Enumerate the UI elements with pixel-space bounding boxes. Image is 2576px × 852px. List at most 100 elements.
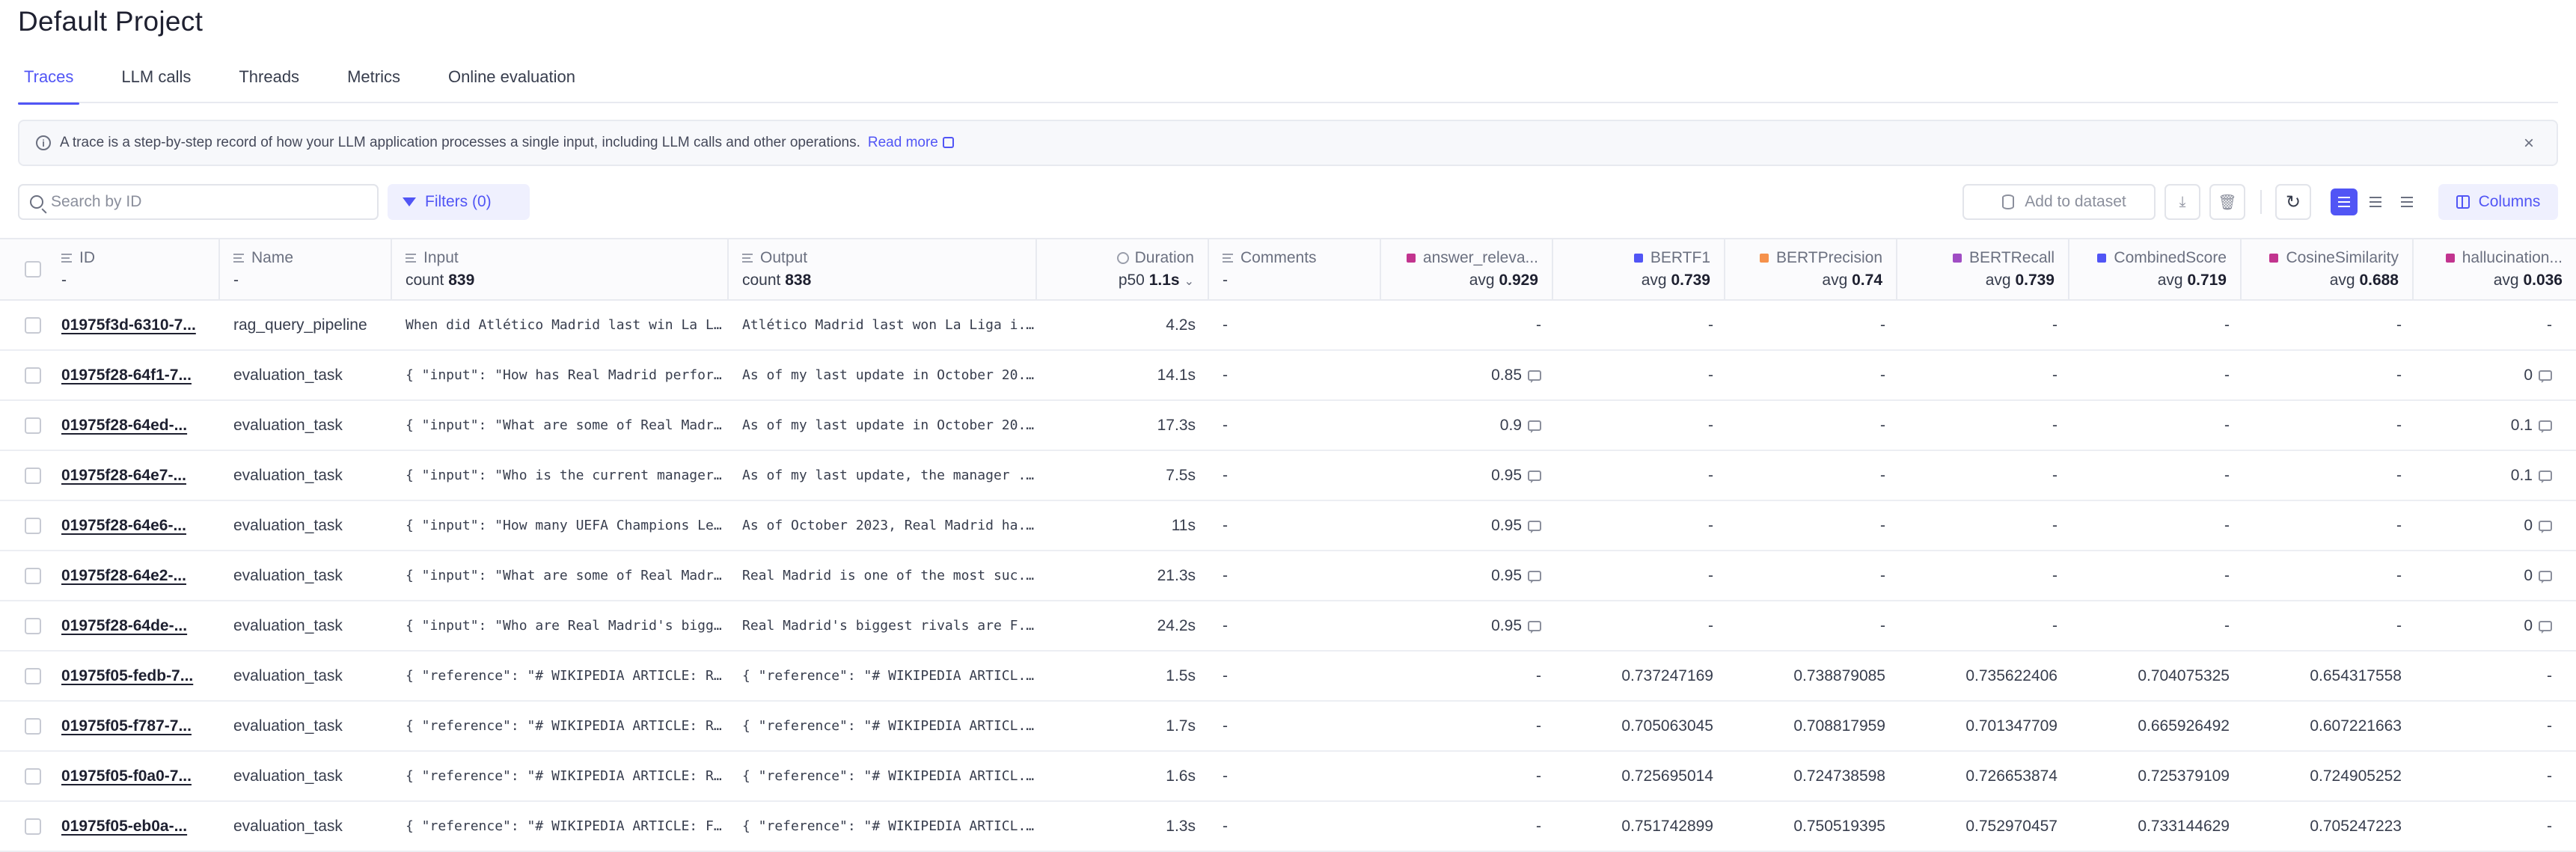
cell-input[interactable]: { "input": "What are some of Real Madr..… [392, 401, 729, 450]
density-medium-button[interactable] [2362, 189, 2389, 215]
cell-output[interactable]: { "reference": "# WIKIPEDIA ARTICL... [729, 652, 1037, 700]
cell-output[interactable]: { "reference": "# WIKIPEDIA ARTICL... [729, 802, 1037, 851]
row-checkbox[interactable] [25, 316, 41, 334]
trace-id-link[interactable]: 01975f05-eb0a-... [61, 817, 188, 835]
feedback-comment-icon[interactable] [1528, 620, 1541, 634]
cell-output[interactable]: Atlético Madrid last won La Liga i... [729, 301, 1037, 349]
header-metric[interactable]: BERTF1 avg 0.739 [1553, 239, 1725, 299]
cell-output[interactable]: { "reference": "# WIKIPEDIA ARTICL... [729, 752, 1037, 800]
row-checkbox[interactable] [25, 818, 41, 835]
header-comments[interactable]: Comments - [1209, 239, 1381, 299]
table-row[interactable]: 01975f05-f787-7... evaluation_task { "refe… [0, 702, 2576, 752]
cell-input[interactable]: { "reference": "# WIKIPEDIA ARTICLE: R..… [392, 702, 729, 750]
header-metric[interactable]: answer_releva... avg 0.929 [1381, 239, 1553, 299]
tab-threads[interactable]: Threads [239, 67, 300, 86]
search-input[interactable]: Search by ID [18, 184, 379, 220]
cell-input[interactable]: When did Atlético Madrid last win La L..… [392, 301, 729, 349]
header-metric[interactable]: CombinedScore avg 0.719 [2069, 239, 2242, 299]
feedback-comment-icon[interactable] [2539, 470, 2552, 483]
header-input[interactable]: Input count 839 [392, 239, 729, 299]
feedback-comment-icon[interactable] [2539, 520, 2552, 533]
tab-llm-calls[interactable]: LLM calls [121, 67, 192, 86]
density-large-button[interactable] [2393, 189, 2420, 215]
cell-output[interactable]: As of my last update, the manager ... [729, 451, 1037, 500]
tab-online-evaluation[interactable]: Online evaluation [447, 67, 575, 86]
table-row[interactable]: 01975f05-fedb-7... evaluation_task { "refe… [0, 652, 2576, 702]
trace-id-link[interactable]: 01975f28-64e7-... [61, 466, 186, 484]
trace-id-link[interactable]: 01975f05-fedb-7... [61, 666, 194, 684]
cell-input[interactable]: { "reference": "# WIKIPEDIA ARTICLE: R..… [392, 652, 729, 700]
add-to-dataset-button[interactable]: Add to dataset [1962, 184, 2156, 220]
feedback-comment-icon[interactable] [2539, 570, 2552, 583]
density-compact-button[interactable] [2331, 189, 2358, 215]
feedback-comment-icon[interactable] [2539, 620, 2552, 634]
header-metric[interactable]: CosineSimilarity avg 0.688 [2242, 239, 2414, 299]
close-icon[interactable]: × [2523, 133, 2534, 153]
header-output[interactable]: Output count 838 [729, 239, 1037, 299]
row-checkbox[interactable] [25, 767, 41, 785]
download-button[interactable]: ⤓ [2164, 184, 2200, 220]
cell-input[interactable]: { "input": "How has Real Madrid perfor..… [392, 351, 729, 399]
cell-output[interactable]: Real Madrid is one of the most suc... [729, 551, 1037, 600]
trace-id-link[interactable]: 01975f28-64f1-7... [61, 366, 192, 384]
header-metric[interactable]: hallucination... avg 0.036 [2414, 239, 2576, 299]
trace-id-link[interactable]: 01975f28-64de-... [61, 616, 188, 634]
table-row[interactable]: 01975f28-64ed-... evaluation_task { "input… [0, 401, 2576, 451]
header-metric[interactable]: BERTRecall avg 0.739 [1897, 239, 2069, 299]
trace-id-link[interactable]: 01975f28-64ed-... [61, 416, 188, 434]
table-row[interactable]: 01975f28-64e6-... evaluation_task { "input… [0, 501, 2576, 551]
cell-output[interactable]: As of my last update in October 20... [729, 401, 1037, 450]
table-row[interactable]: 01975f3d-6310-7... rag_query_pipeline When… [0, 301, 2576, 351]
refresh-button[interactable]: ↻ [2275, 184, 2311, 220]
feedback-comment-icon[interactable] [1528, 370, 1541, 383]
trace-id-link[interactable]: 01975f3d-6310-7... [61, 316, 196, 334]
row-checkbox[interactable] [25, 717, 41, 735]
select-all-checkbox[interactable] [25, 261, 41, 278]
cell-input[interactable]: { "input": "What are some of Real Madr..… [392, 551, 729, 600]
trace-duration: 1.3s [1166, 817, 1196, 835]
cell-input[interactable]: { "input": "How many UEFA Champions Le..… [392, 501, 729, 550]
header-metric[interactable]: BERTPrecision avg 0.74 [1725, 239, 1897, 299]
table-row[interactable]: 01975f28-64e2-... evaluation_task { "input… [0, 551, 2576, 601]
feedback-comment-icon[interactable] [2539, 420, 2552, 433]
feedback-comment-icon[interactable] [2539, 370, 2552, 383]
delete-button[interactable]: 🗑 [2209, 184, 2245, 220]
cell-output[interactable]: As of October 2023, Real Madrid ha... [729, 501, 1037, 550]
feedback-comment-icon[interactable] [1528, 470, 1541, 483]
header-name[interactable]: Name - [220, 239, 392, 299]
row-checkbox[interactable] [25, 667, 41, 684]
feedback-comment-icon[interactable] [1528, 520, 1541, 533]
cell-output[interactable]: { "reference": "# WIKIPEDIA ARTICL... [729, 702, 1037, 750]
tab-metrics[interactable]: Metrics [347, 67, 400, 86]
tab-traces[interactable]: Traces [18, 61, 80, 105]
header-id[interactable]: ID - [48, 239, 220, 299]
header-duration[interactable]: Duration p50 1.1s ⌄ [1037, 239, 1209, 299]
chevron-down-icon[interactable]: ⌄ [1184, 275, 1194, 288]
trace-id-link[interactable]: 01975f28-64e6-... [61, 516, 186, 534]
trace-id-link[interactable]: 01975f05-f787-7... [61, 717, 192, 735]
table-row[interactable]: 01975f05-f0a0-7... evaluation_task { "refe… [0, 752, 2576, 802]
cell-output[interactable]: Real Madrid's biggest rivals are F... [729, 601, 1037, 650]
metric-score: - [2052, 316, 2058, 334]
cell-input[interactable]: { "input": "Who are Real Madrid's bigg..… [392, 601, 729, 650]
row-checkbox[interactable] [25, 567, 41, 584]
table-row[interactable]: 01975f28-64de-... evaluation_task { "input… [0, 601, 2576, 652]
table-row[interactable]: 01975f28-64e7-... evaluation_task { "input… [0, 451, 2576, 501]
row-checkbox[interactable] [25, 517, 41, 534]
trace-id-link[interactable]: 01975f28-64e2-... [61, 566, 186, 584]
feedback-comment-icon[interactable] [1528, 420, 1541, 433]
row-checkbox[interactable] [25, 467, 41, 484]
cell-input[interactable]: { "reference": "# WIKIPEDIA ARTICLE: R..… [392, 752, 729, 800]
columns-button[interactable]: Columns [2438, 184, 2558, 220]
filters-button[interactable]: Filters (0) [388, 184, 530, 220]
feedback-comment-icon[interactable] [1528, 570, 1541, 583]
cell-input[interactable]: { "input": "Who is the current manager..… [392, 451, 729, 500]
row-checkbox[interactable] [25, 367, 41, 384]
trace-id-link[interactable]: 01975f05-f0a0-7... [61, 767, 192, 785]
read-more-link[interactable]: Read more [868, 135, 954, 151]
row-checkbox[interactable] [25, 417, 41, 434]
cell-input[interactable]: { "reference": "# WIKIPEDIA ARTICLE: F..… [392, 802, 729, 851]
row-checkbox[interactable] [25, 617, 41, 634]
table-row[interactable]: 01975f28-64f1-7... evaluation_task { "inpu… [0, 351, 2576, 401]
cell-output[interactable]: As of my last update in October 20... [729, 351, 1037, 399]
